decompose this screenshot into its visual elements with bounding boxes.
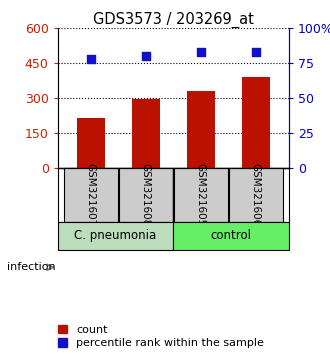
Bar	[64, 167, 118, 222]
Bar	[132, 99, 159, 167]
Text: infection: infection	[7, 262, 55, 272]
Bar	[229, 167, 283, 222]
Point	[253, 49, 258, 55]
Bar	[58, 222, 173, 250]
Text: GSM321606: GSM321606	[251, 163, 261, 227]
Bar	[119, 167, 173, 222]
Text: GSM321608: GSM321608	[141, 163, 151, 227]
Legend: count, percentile rank within the sample: count, percentile rank within the sample	[58, 325, 264, 348]
Point	[143, 53, 148, 59]
Text: C. pneumonia: C. pneumonia	[74, 229, 157, 242]
Text: control: control	[211, 229, 251, 242]
Point	[198, 49, 203, 55]
Bar	[174, 167, 228, 222]
Text: GSM321607: GSM321607	[86, 163, 96, 227]
Bar	[242, 77, 270, 167]
Title: GDS3573 / 203269_at: GDS3573 / 203269_at	[93, 12, 254, 28]
Bar	[173, 222, 289, 250]
Bar	[77, 118, 105, 167]
Point	[88, 56, 93, 62]
Bar	[187, 91, 214, 167]
Text: GSM321605: GSM321605	[196, 163, 206, 227]
